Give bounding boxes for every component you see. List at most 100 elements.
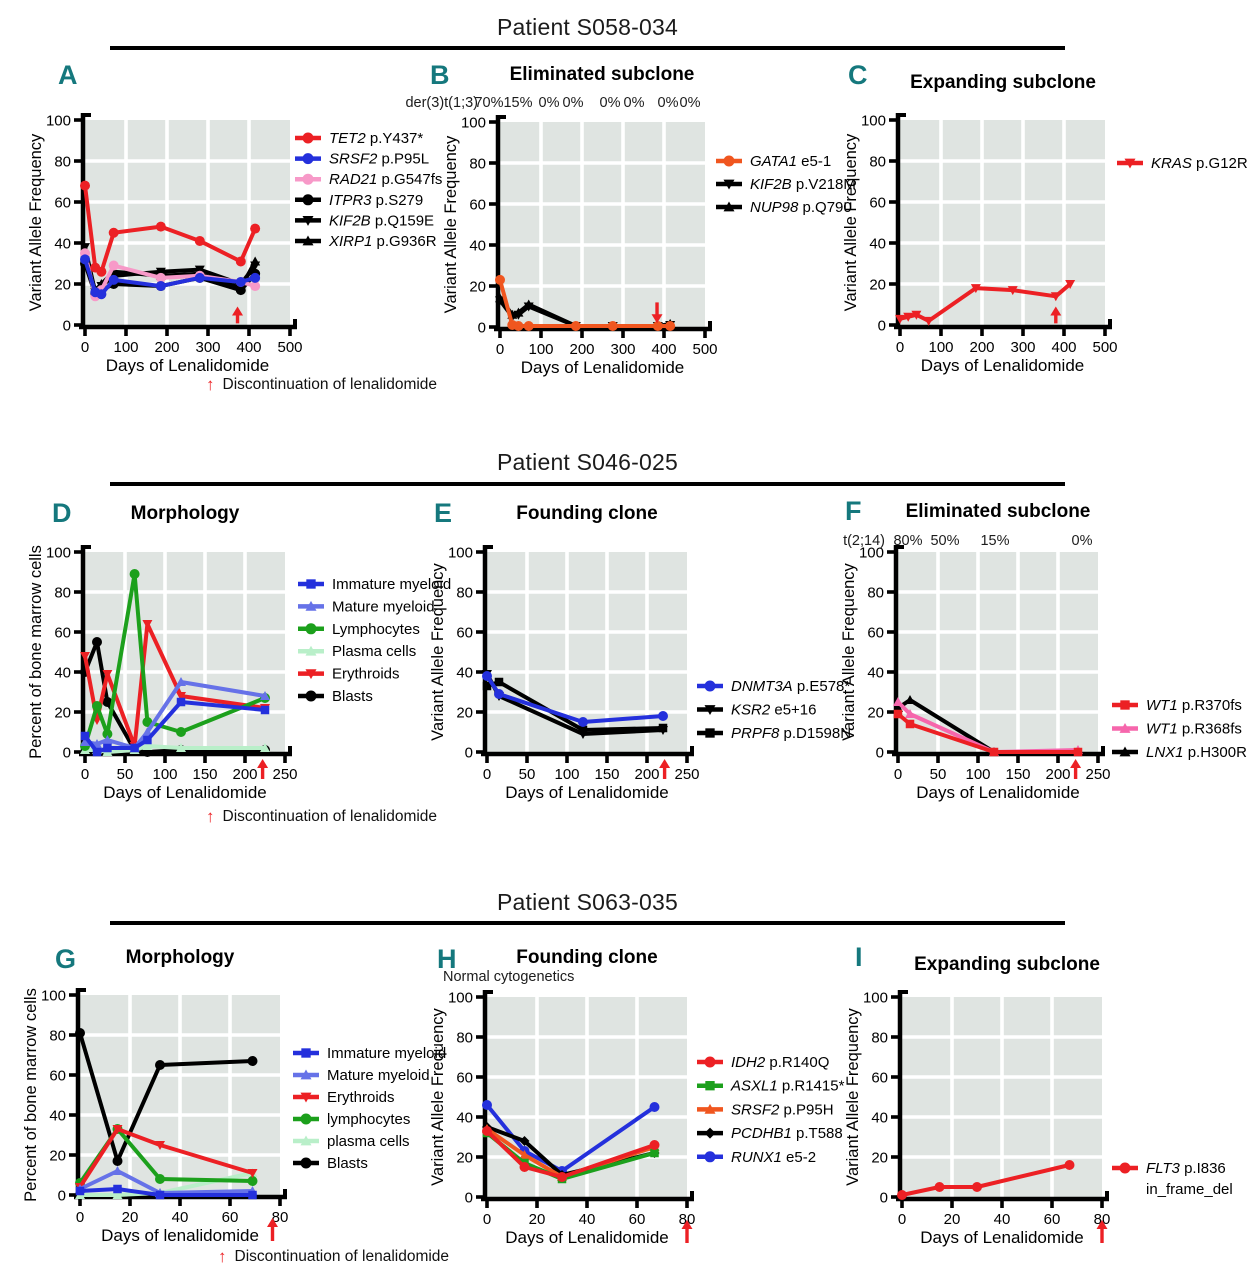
data-point (155, 1190, 165, 1200)
legend-marker (704, 1103, 716, 1114)
legend-item: plasma cells (293, 1133, 410, 1150)
cytogenetics-value: 15% (503, 95, 532, 111)
legend-marker (300, 1135, 312, 1146)
data-point (176, 697, 186, 707)
data-point (905, 719, 915, 729)
legend: WT1 p.R370fs WT1 p.R368fs LNX1 p.H300R (1112, 697, 1247, 761)
legend-item: SRSF2 p.P95H (697, 1101, 834, 1118)
x-tick-label: 200 (634, 766, 659, 783)
y-tick-label: 60 (469, 197, 486, 214)
y-tick-label: 80 (867, 585, 884, 602)
x-tick-label: 100 (554, 766, 579, 783)
legend-marker (300, 1157, 312, 1169)
x-tick-label: 300 (610, 341, 635, 358)
legend-marker (300, 1113, 312, 1125)
red-arrow-head (1096, 1220, 1108, 1229)
data-point (176, 692, 186, 701)
data-point (75, 1028, 85, 1038)
legend-marker (302, 194, 314, 206)
y-tick-label: 0 (63, 318, 71, 335)
data-point (142, 727, 153, 736)
legend-item: lymphocytes (293, 1111, 410, 1128)
data-point (176, 727, 186, 737)
data-point (970, 284, 981, 294)
x-tick-label: 250 (1085, 766, 1110, 783)
y-tick-label: 20 (867, 705, 884, 722)
legend-item: KSR2 e5+16 (697, 702, 816, 719)
legend-marker (300, 1092, 312, 1103)
cytogenetics-value: 70% (474, 95, 503, 111)
x-axis-title: Days of lenalidomide (101, 1226, 259, 1245)
data-point (911, 310, 922, 320)
x-tick-label: 150 (1005, 766, 1030, 783)
legend-marker (305, 600, 317, 611)
legend-marker (704, 1056, 716, 1068)
data-point (129, 569, 140, 579)
y-tick-label: 80 (456, 585, 473, 602)
x-tick-label: 20 (122, 1209, 139, 1226)
panel-title: Eliminated subclone (510, 64, 695, 85)
legend-marker (705, 728, 715, 738)
patient-title: Patient S058-034 (497, 14, 678, 40)
data-point (1007, 286, 1018, 296)
panel-title: Expanding subclone (910, 72, 1096, 93)
legend: KRAS p.G12R (1117, 155, 1248, 172)
cytogenetics-value: 0% (539, 95, 560, 111)
x-axis-title: Days of Lenalidomide (920, 1228, 1083, 1247)
cytogenetics-value: 0% (600, 95, 621, 111)
y-axis-title: Variant Allele Frequency (844, 1007, 862, 1185)
x-tick-label: 300 (195, 339, 220, 356)
data-point (607, 320, 618, 331)
legend: Immature myeloid Mature myeloid Erythroids… (293, 1045, 446, 1172)
x-tick-label: 250 (272, 766, 297, 783)
series-line (896, 712, 1080, 754)
data-point (989, 747, 999, 757)
panel-I: 0 20 40 60 80 100 0 20 40 60 80 Variant Allele Freq… (844, 942, 1233, 1247)
data-point (176, 677, 186, 686)
y-axis-title: Variant Allele Frequency (27, 133, 45, 311)
series-line (78, 1127, 255, 1189)
x-tick-label: 40 (172, 1209, 189, 1226)
x-tick-label: 100 (113, 339, 138, 356)
legend-marker (704, 705, 716, 715)
x-tick-label: 200 (569, 341, 594, 358)
discontinuation-label: Discontinuation of lenalidomide (222, 808, 438, 825)
legend-label: Mature myeloid (327, 1067, 430, 1084)
data-point (1073, 747, 1083, 757)
x-tick-label: 0 (483, 766, 491, 783)
data-point (103, 743, 112, 753)
x-tick-label: 150 (594, 766, 619, 783)
legend-item: KIF2B p.Q159E (295, 212, 434, 229)
legend-marker (300, 1069, 312, 1080)
y-tick-label: 0 (465, 1190, 473, 1207)
data-point (155, 1060, 165, 1070)
data-point (155, 221, 166, 232)
x-tick-label: 250 (674, 766, 699, 783)
data-point (570, 320, 581, 331)
y-tick-label: 60 (456, 1070, 473, 1087)
y-tick-label: 80 (456, 1030, 473, 1047)
plot-area (900, 120, 1105, 325)
series-line (485, 1129, 657, 1179)
data-point (893, 709, 903, 719)
y-tick-label: 40 (867, 665, 884, 682)
data-point (235, 256, 246, 267)
y-tick-label: 20 (456, 1150, 473, 1167)
y-tick-label: 100 (859, 545, 884, 562)
legend-item: IDH2 p.R140Q (697, 1054, 829, 1071)
legend-marker (704, 1127, 716, 1139)
x-tick-label: 80 (1094, 1211, 1111, 1228)
x-tick-label: 60 (222, 1209, 239, 1226)
data-point (102, 697, 113, 707)
data-point (250, 261, 261, 271)
data-point (142, 620, 153, 629)
panel-letter: F (845, 496, 862, 526)
data-point (142, 717, 153, 727)
y-tick-label: 100 (861, 113, 886, 130)
cytogenetics-value: 0% (658, 95, 679, 111)
legend-label: FLT3 p.I836 (1146, 1160, 1226, 1177)
legend-item: GATA1 e5-1 (716, 153, 831, 170)
red-arrow-head (257, 759, 269, 768)
data-point (905, 709, 915, 718)
